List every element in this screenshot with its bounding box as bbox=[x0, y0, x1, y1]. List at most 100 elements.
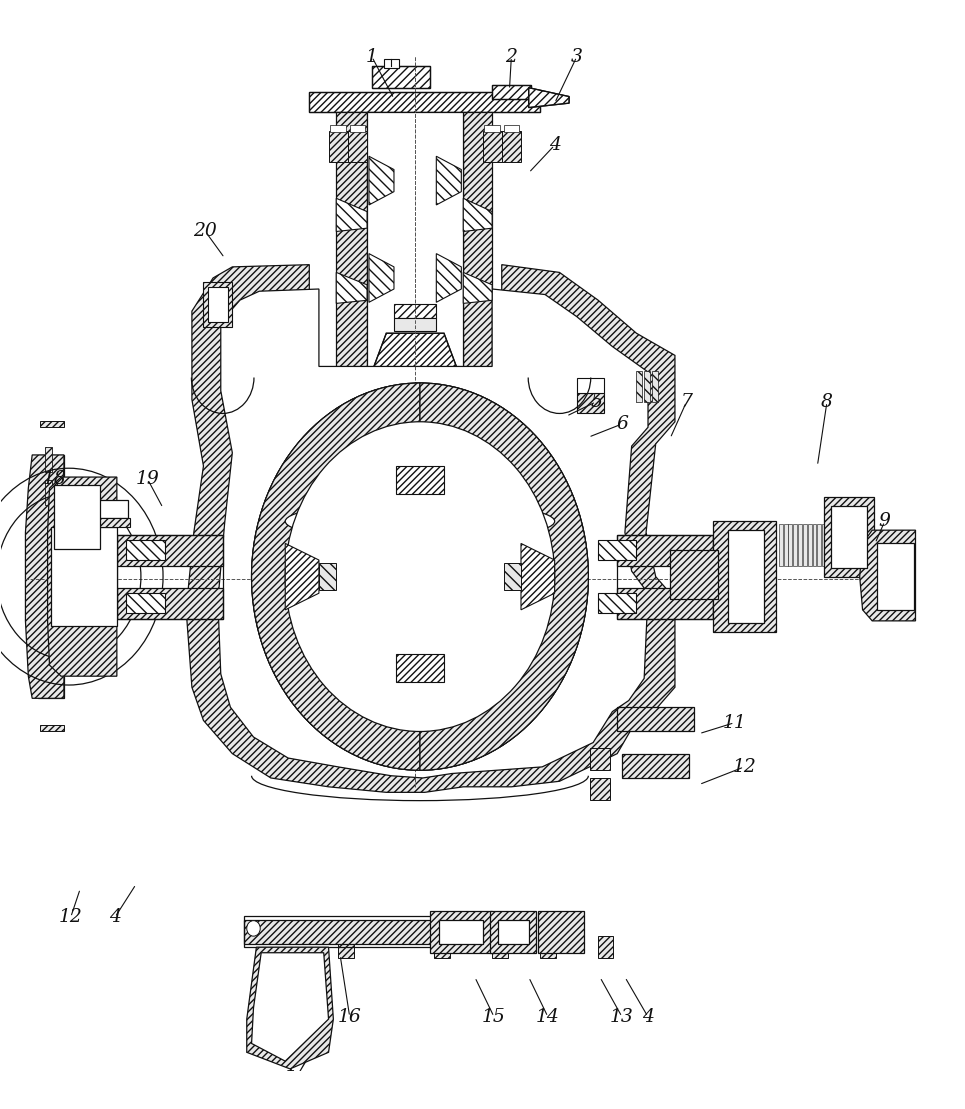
Polygon shape bbox=[436, 156, 461, 205]
Polygon shape bbox=[463, 199, 492, 232]
Bar bbox=[808, 523, 812, 566]
Text: 14: 14 bbox=[536, 1008, 560, 1026]
Text: 10: 10 bbox=[742, 559, 765, 577]
Polygon shape bbox=[860, 530, 916, 621]
Polygon shape bbox=[372, 334, 458, 372]
Bar bbox=[813, 523, 816, 566]
Bar bbox=[484, 125, 500, 132]
Bar bbox=[439, 919, 482, 944]
Bar bbox=[429, 910, 492, 953]
Bar bbox=[244, 916, 494, 947]
Polygon shape bbox=[286, 543, 318, 610]
Bar bbox=[44, 447, 52, 471]
Bar bbox=[622, 754, 689, 777]
Circle shape bbox=[252, 383, 589, 771]
Polygon shape bbox=[218, 289, 648, 777]
Polygon shape bbox=[38, 676, 64, 699]
Bar bbox=[117, 535, 223, 619]
Bar bbox=[538, 910, 585, 953]
Bar bbox=[492, 936, 508, 958]
Bar bbox=[618, 535, 713, 619]
Bar bbox=[384, 59, 399, 68]
Bar bbox=[877, 543, 914, 610]
Polygon shape bbox=[396, 466, 444, 494]
Bar bbox=[51, 527, 117, 627]
Polygon shape bbox=[529, 88, 569, 108]
Bar bbox=[637, 370, 643, 401]
Text: 7: 7 bbox=[680, 393, 693, 410]
Bar bbox=[793, 523, 797, 566]
Text: 6: 6 bbox=[616, 415, 628, 433]
Bar bbox=[372, 65, 429, 88]
Text: 12: 12 bbox=[59, 908, 83, 926]
Bar bbox=[817, 523, 821, 566]
Polygon shape bbox=[47, 477, 117, 676]
Bar bbox=[330, 125, 345, 132]
Text: 11: 11 bbox=[723, 714, 747, 732]
Bar bbox=[338, 936, 353, 958]
Bar bbox=[824, 497, 874, 577]
Text: 17: 17 bbox=[286, 1057, 310, 1075]
Text: 15: 15 bbox=[482, 1008, 506, 1026]
Wedge shape bbox=[420, 383, 589, 771]
Bar bbox=[670, 550, 718, 599]
Wedge shape bbox=[252, 383, 420, 771]
Text: 9: 9 bbox=[879, 512, 891, 530]
Bar bbox=[44, 480, 52, 505]
Bar bbox=[502, 131, 521, 162]
Circle shape bbox=[286, 421, 555, 732]
Bar bbox=[328, 131, 347, 162]
Bar bbox=[54, 485, 100, 549]
Bar bbox=[598, 540, 637, 560]
Bar bbox=[779, 523, 783, 566]
Polygon shape bbox=[38, 455, 64, 477]
Polygon shape bbox=[521, 543, 555, 610]
Bar bbox=[490, 910, 537, 953]
Polygon shape bbox=[463, 112, 492, 377]
Polygon shape bbox=[463, 273, 492, 304]
Text: 3: 3 bbox=[571, 48, 583, 65]
Text: 13: 13 bbox=[610, 1008, 634, 1026]
Text: 8: 8 bbox=[821, 393, 833, 410]
Text: 16: 16 bbox=[338, 1008, 362, 1026]
Bar bbox=[504, 563, 521, 590]
Bar bbox=[126, 593, 165, 613]
Polygon shape bbox=[369, 156, 394, 205]
Text: 2: 2 bbox=[506, 48, 517, 65]
Bar bbox=[784, 523, 787, 566]
Bar bbox=[117, 535, 223, 566]
Bar bbox=[598, 593, 637, 613]
Bar bbox=[822, 523, 826, 566]
Polygon shape bbox=[25, 455, 64, 699]
Polygon shape bbox=[247, 947, 333, 1069]
Bar bbox=[434, 936, 450, 958]
Bar bbox=[367, 112, 463, 377]
Bar bbox=[591, 749, 610, 771]
Polygon shape bbox=[336, 199, 367, 232]
Bar bbox=[651, 370, 657, 401]
Bar bbox=[318, 563, 336, 590]
Bar bbox=[372, 65, 429, 88]
Bar bbox=[204, 283, 233, 327]
Bar bbox=[244, 919, 494, 944]
Ellipse shape bbox=[266, 495, 574, 548]
Bar bbox=[577, 377, 604, 393]
Text: 1: 1 bbox=[366, 48, 377, 65]
Text: 4: 4 bbox=[109, 908, 121, 926]
Text: 18: 18 bbox=[42, 470, 67, 488]
Polygon shape bbox=[336, 273, 367, 304]
Bar bbox=[540, 936, 556, 958]
Polygon shape bbox=[336, 112, 367, 377]
Bar bbox=[208, 287, 228, 323]
Bar bbox=[591, 777, 610, 800]
Text: 4: 4 bbox=[642, 1008, 654, 1026]
Bar bbox=[492, 85, 531, 99]
Bar bbox=[618, 708, 694, 732]
Bar bbox=[492, 85, 531, 99]
Polygon shape bbox=[396, 654, 444, 682]
Text: 4: 4 bbox=[549, 136, 561, 154]
Polygon shape bbox=[310, 92, 540, 112]
Bar bbox=[40, 725, 64, 732]
Bar bbox=[394, 318, 436, 332]
Text: 12: 12 bbox=[732, 757, 757, 776]
